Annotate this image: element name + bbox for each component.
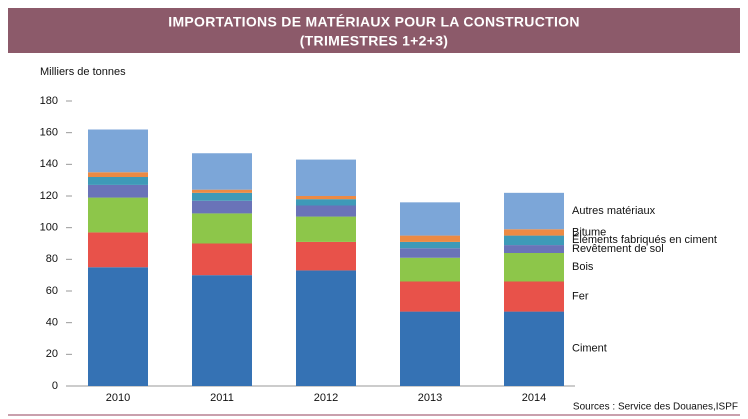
bar-segment	[296, 199, 356, 206]
bar-segment	[400, 311, 460, 386]
bar-segment	[192, 200, 252, 214]
bar-segment	[400, 281, 460, 312]
legend-label: Bitume	[572, 226, 606, 238]
bar-segment	[504, 253, 564, 282]
y-tick-label: 20	[46, 348, 58, 360]
bar-segment	[504, 245, 564, 253]
bar-segment	[192, 213, 252, 244]
bar-segment	[88, 184, 148, 198]
legend-label: Bois	[572, 261, 594, 273]
y-tick-label: 80	[46, 253, 58, 265]
bar-segment	[192, 243, 252, 276]
title-band	[8, 8, 740, 53]
bar-segment	[296, 216, 356, 242]
bar-segment	[296, 270, 356, 386]
bar-segment	[400, 202, 460, 236]
bar-segment	[400, 241, 460, 249]
bar-segment	[400, 248, 460, 258]
legend-label: Revêtement de sol	[572, 243, 664, 255]
bar-segment	[400, 235, 460, 242]
bar-segment	[296, 205, 356, 217]
bar-segment	[504, 235, 564, 246]
bar-segment	[504, 192, 564, 230]
y-axis-label: Milliers de tonnes	[40, 66, 126, 78]
legend-label: Fer	[572, 290, 589, 302]
x-tick-label: 2011	[210, 392, 234, 404]
bar-segment	[192, 189, 252, 193]
x-tick-label: 2012	[314, 392, 338, 404]
y-tick-label: 0	[52, 380, 58, 392]
x-tick-label: 2014	[522, 392, 546, 404]
bar-segment	[88, 232, 148, 268]
source: Sources : Service des Douanes,ISPF	[573, 402, 738, 413]
bar-segment	[88, 197, 148, 233]
bar-segment	[192, 192, 252, 201]
bar-segment	[504, 311, 564, 386]
y-tick-label: 160	[40, 127, 58, 139]
chart-subtitle: (TRIMESTRES 1+2+3)	[300, 33, 449, 49]
y-tick-label: 180	[40, 95, 58, 107]
x-tick-label: 2013	[418, 392, 442, 404]
bar-segment	[400, 257, 460, 282]
y-tick-label: 120	[40, 190, 58, 202]
y-tick-label: 60	[46, 285, 58, 297]
bar-segment	[504, 281, 564, 312]
legend-label: Éléments fabriqués en ciment	[572, 233, 717, 246]
bar-segment	[192, 153, 252, 190]
chart-title: IMPORTATIONS DE MATÉRIAUX POUR LA CONSTR…	[168, 14, 580, 30]
x-tick-label: 2010	[106, 392, 130, 404]
bar-segment	[88, 177, 148, 185]
y-tick-label: 100	[40, 222, 58, 234]
bar-segment	[504, 229, 564, 236]
bar-segment	[88, 267, 148, 386]
bar-segment	[88, 129, 148, 173]
y-tick-label: 140	[40, 158, 58, 170]
bar-segment	[192, 275, 252, 386]
bar-segment	[88, 172, 148, 177]
bar-segment	[296, 196, 356, 200]
legend-label: Ciment	[572, 343, 607, 355]
bar-segment	[296, 159, 356, 196]
legend-label: Autres matériaux	[572, 205, 656, 217]
y-tick-label: 40	[46, 317, 58, 329]
bar-segment	[296, 241, 356, 271]
